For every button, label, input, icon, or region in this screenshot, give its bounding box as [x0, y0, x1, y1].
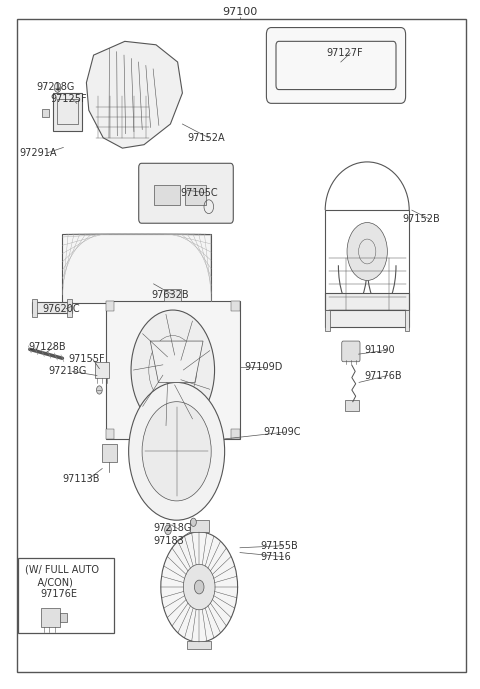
- Text: 97152A: 97152A: [187, 133, 225, 143]
- Text: 97155F: 97155F: [69, 354, 105, 364]
- Text: 97105C: 97105C: [180, 188, 217, 198]
- Bar: [325, 210, 409, 310]
- Text: 97127F: 97127F: [326, 48, 363, 58]
- Polygon shape: [150, 341, 203, 382]
- Circle shape: [96, 386, 102, 394]
- Bar: [231, 429, 240, 439]
- Bar: [95, 362, 109, 378]
- FancyBboxPatch shape: [139, 163, 233, 223]
- Circle shape: [142, 402, 211, 501]
- Bar: [41, 608, 60, 627]
- Circle shape: [129, 382, 225, 520]
- Circle shape: [183, 564, 215, 610]
- Text: 97176B: 97176B: [365, 371, 402, 380]
- Text: 97632B: 97632B: [151, 290, 189, 300]
- Circle shape: [194, 580, 204, 594]
- Text: 97155B: 97155B: [261, 541, 299, 551]
- Circle shape: [191, 518, 196, 526]
- Bar: [18, 558, 114, 633]
- Bar: [60, 613, 67, 622]
- Bar: [325, 310, 330, 331]
- Text: 97218G: 97218G: [48, 367, 86, 376]
- Bar: [32, 299, 37, 317]
- FancyBboxPatch shape: [342, 341, 360, 362]
- Bar: [57, 99, 78, 124]
- Bar: [345, 400, 359, 411]
- Circle shape: [347, 223, 387, 280]
- Bar: [32, 302, 72, 313]
- Polygon shape: [86, 41, 182, 148]
- Text: 97152B: 97152B: [402, 214, 440, 224]
- Bar: [185, 185, 206, 205]
- Circle shape: [54, 83, 61, 92]
- Text: (W/ FULL AUTO
    A/CON): (W/ FULL AUTO A/CON): [25, 565, 99, 588]
- Text: 97128B: 97128B: [28, 342, 66, 351]
- Bar: [106, 429, 114, 439]
- Bar: [42, 109, 49, 117]
- Text: 97291A: 97291A: [19, 148, 57, 158]
- Bar: [190, 520, 209, 532]
- Bar: [106, 301, 114, 311]
- Bar: [164, 289, 181, 301]
- Text: 97109D: 97109D: [245, 362, 283, 371]
- Circle shape: [162, 355, 183, 385]
- Circle shape: [161, 532, 238, 642]
- Text: 97218G: 97218G: [36, 82, 74, 92]
- Bar: [53, 93, 82, 131]
- Bar: [405, 310, 409, 331]
- Bar: [231, 301, 240, 311]
- Bar: [62, 234, 211, 303]
- Text: 97116: 97116: [261, 552, 291, 562]
- Bar: [154, 185, 180, 205]
- FancyBboxPatch shape: [266, 28, 406, 103]
- Text: 97620C: 97620C: [42, 304, 80, 313]
- Bar: [102, 444, 117, 462]
- Bar: [67, 299, 72, 317]
- Text: 97183: 97183: [154, 536, 184, 546]
- Text: 97218G: 97218G: [154, 524, 192, 533]
- Bar: [106, 301, 240, 439]
- Circle shape: [165, 525, 171, 535]
- Text: 97176E: 97176E: [41, 589, 78, 599]
- Bar: [325, 293, 409, 327]
- Text: 97100: 97100: [222, 8, 258, 17]
- Bar: [187, 641, 211, 649]
- Circle shape: [131, 310, 215, 430]
- Text: 91190: 91190: [365, 345, 396, 355]
- Text: 97125F: 97125F: [50, 94, 87, 103]
- Text: 97113B: 97113B: [62, 474, 100, 484]
- Text: 97109C: 97109C: [263, 427, 300, 437]
